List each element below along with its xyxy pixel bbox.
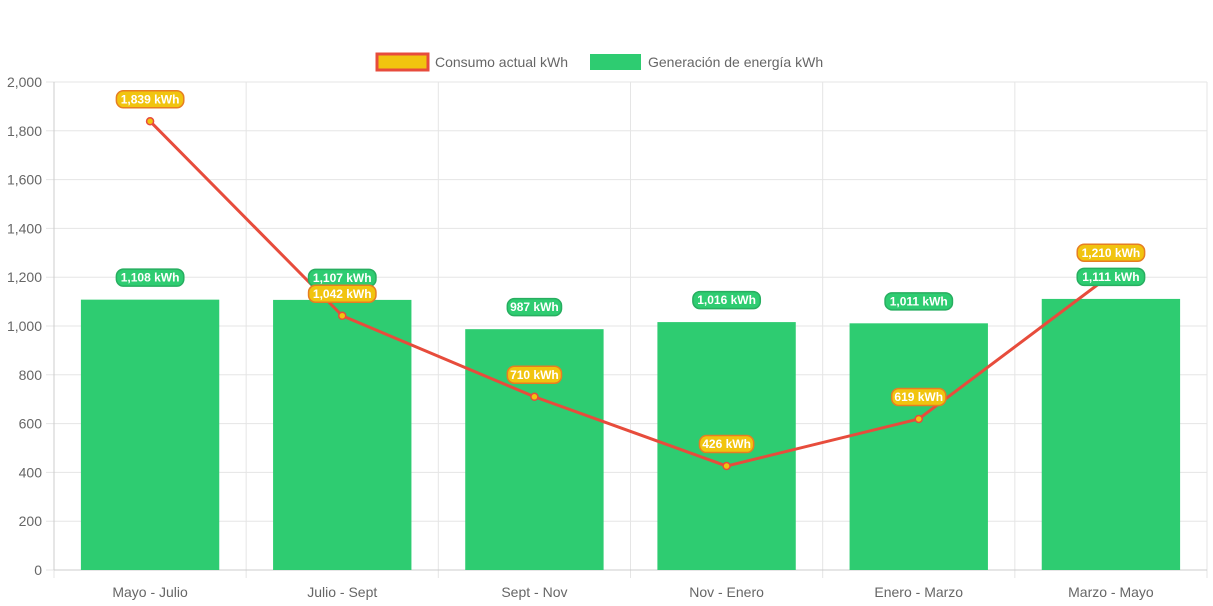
x-tick-label: Mayo - Julio [112,584,188,600]
data-label-text: 1,839 kWh [121,92,180,106]
data-label-box [307,284,377,304]
y-tick-label: 2,000 [7,74,42,90]
data-label-text: 619 kWh [894,390,943,404]
data-label-text: 1,111 kWh [1082,270,1139,284]
data-label-box [890,387,947,407]
data-label: 710 kWh [506,365,563,385]
data-label: 1,016 kWh [692,290,762,310]
data-label: 619 kWh [890,387,947,407]
legend: Consumo actual kWh Generación de energía… [375,52,823,72]
x-tick-label: Nov - Enero [689,584,764,600]
data-label-text: 710 kWh [510,368,559,382]
legend-item-consumo[interactable]: Consumo actual kWh [375,52,568,72]
y-tick-label: 1,400 [7,220,42,236]
bar[interactable] [80,299,220,570]
data-label-text: 1,011 kWh [890,294,948,308]
data-label: 1,108 kWh [115,268,185,287]
y-tick-label: 600 [19,416,43,432]
data-labels: 1,108 kWh 1,107 kWh 987 kWh 1,016 kWh 1,011 … [115,90,1146,454]
x-tick-label: Sept - Nov [501,584,567,600]
x-tick-label: Marzo - Mayo [1068,584,1154,600]
y-tick-label: 200 [19,513,43,529]
legend-label-consumo: Consumo actual kWh [435,54,568,70]
legend-label-generacion: Generación de energía kWh [648,54,823,70]
y-tick-label: 400 [19,464,43,480]
x-axis: Mayo - Julio Julio - Sept Sept - Nov Nov - … [54,569,1207,600]
bar[interactable] [273,299,412,570]
data-label-box [506,297,563,317]
data-label: 1,839 kWh [115,90,185,109]
y-tick-label: 1,800 [7,123,42,139]
line-point[interactable] [914,414,923,424]
x-tick-label: Julio - Sept [307,584,377,600]
data-label-box [1076,243,1146,263]
data-label-text: 1,016 kWh [697,293,756,307]
y-axis: 0 200 400 600 800 1,000 1,200 1,400 1,600 1,800 2,… [7,74,55,578]
line-point[interactable] [338,311,347,321]
bar[interactable] [849,323,988,570]
data-label-text: 1,107 kWh [313,271,372,285]
data-label-box [698,434,755,454]
line-point[interactable] [722,461,731,471]
grid [46,81,1208,578]
y-tick-label: 1,200 [7,269,42,285]
bar[interactable] [465,329,604,570]
legend-item-generacion[interactable]: Generación de energía kWh [590,54,823,70]
data-label: 1,107 kWh [307,268,377,288]
legend-swatch-consumo [375,52,430,72]
data-label-text: 1,108 kWh [121,271,180,285]
data-label-text: 1,210 kWh [1082,246,1141,260]
data-label: 1,042 kWh [307,284,377,304]
line-point[interactable] [145,117,155,126]
data-label-box [506,365,563,385]
data-label-box [884,292,954,311]
x-tick-label: Enero - Marzo [874,584,963,600]
legend-swatch-generacion [590,54,641,70]
y-tick-label: 1,000 [7,318,42,334]
bar[interactable] [1041,298,1181,570]
data-label-box [115,268,185,287]
data-label-box [1076,267,1146,287]
data-label-text: 1,042 kWh [313,287,372,301]
data-label: 426 kWh [698,434,755,454]
data-label-box [115,90,185,109]
bar-series [80,298,1181,570]
line-point[interactable] [530,392,539,402]
y-tick-label: 0 [34,562,42,578]
data-label-box [692,290,762,310]
data-label: 1,111 kWh [1076,267,1146,287]
y-tick-label: 800 [19,367,43,383]
data-label-text: 987 kWh [510,300,559,314]
data-label: 987 kWh [506,297,563,317]
data-label: 1,210 kWh [1076,243,1146,263]
data-label: 1,011 kWh [884,292,954,311]
data-label-text: 426 kWh [702,437,751,451]
y-tick-label: 1,600 [7,172,42,188]
